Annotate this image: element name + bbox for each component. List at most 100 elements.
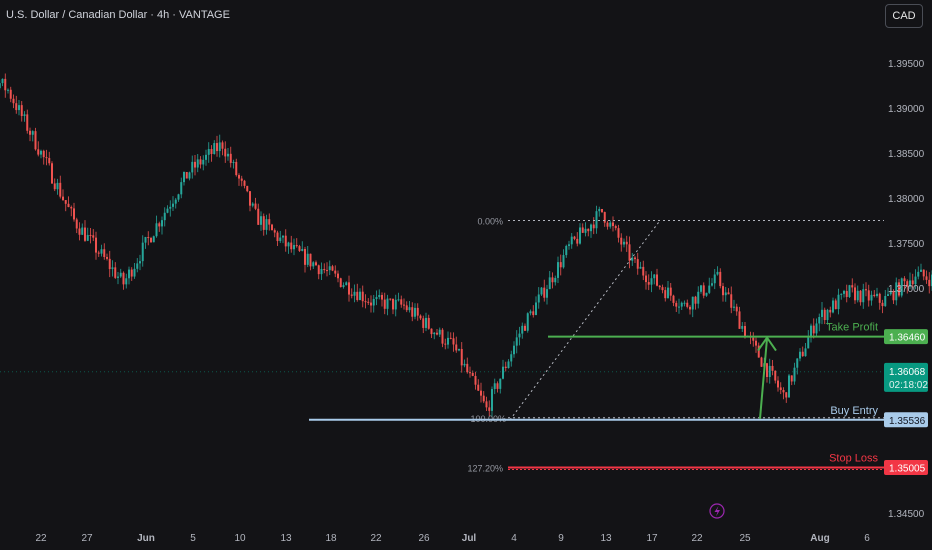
candle bbox=[598, 206, 601, 217]
candle-body bbox=[53, 183, 56, 190]
candle-body bbox=[405, 305, 408, 311]
candle-body bbox=[150, 237, 152, 243]
candle bbox=[229, 146, 232, 168]
candle-body bbox=[768, 365, 771, 377]
candle-body bbox=[645, 275, 647, 283]
candle-body bbox=[757, 345, 760, 358]
candle-body bbox=[235, 161, 238, 176]
candle-body bbox=[906, 281, 909, 287]
candle bbox=[876, 287, 878, 298]
candle-body bbox=[194, 161, 196, 168]
candle bbox=[903, 276, 906, 289]
candle bbox=[650, 271, 653, 293]
candle-body bbox=[455, 344, 458, 351]
candle-body bbox=[697, 291, 700, 304]
candle-body bbox=[430, 328, 433, 335]
candle-body bbox=[147, 237, 150, 239]
take-profit-price-badge[interactable]: 1.36460 bbox=[884, 329, 928, 345]
candle bbox=[777, 376, 779, 392]
candle bbox=[455, 336, 458, 353]
candle bbox=[422, 315, 425, 334]
candle-body bbox=[909, 280, 911, 287]
candle bbox=[224, 141, 227, 163]
fib-level-127-label: 127.20% bbox=[467, 464, 503, 474]
candle-body bbox=[249, 191, 251, 206]
candle-body bbox=[510, 354, 513, 362]
candle-body bbox=[741, 326, 744, 329]
stop-loss-label: Stop Loss bbox=[829, 453, 878, 465]
candle-body bbox=[799, 351, 801, 359]
candle-body bbox=[62, 196, 64, 201]
candle-body bbox=[56, 182, 59, 190]
candle bbox=[188, 171, 191, 181]
lightning-icon[interactable] bbox=[709, 503, 725, 519]
candle bbox=[579, 223, 581, 245]
candle-body bbox=[898, 282, 900, 296]
candle bbox=[265, 214, 268, 235]
candle bbox=[606, 220, 609, 230]
candle bbox=[306, 246, 309, 268]
candle-body bbox=[540, 287, 543, 295]
candle bbox=[169, 200, 172, 217]
candle-body bbox=[260, 216, 262, 225]
candle-body bbox=[829, 309, 832, 313]
candle-body bbox=[392, 298, 394, 310]
candle-body bbox=[911, 280, 914, 285]
candle bbox=[172, 196, 174, 211]
price-axis[interactable]: 1.39500 1.39000 1.38500 1.38000 1.37500 1.370… bbox=[884, 59, 928, 520]
candle bbox=[601, 208, 603, 214]
candle bbox=[843, 289, 845, 298]
candle bbox=[675, 300, 678, 313]
candle bbox=[394, 294, 397, 317]
candle bbox=[122, 271, 125, 290]
currency-button[interactable]: CAD bbox=[885, 4, 923, 28]
candle bbox=[774, 370, 777, 384]
candle bbox=[609, 220, 612, 229]
candle bbox=[425, 312, 427, 332]
candle bbox=[631, 252, 634, 266]
candle-body bbox=[48, 158, 51, 164]
candle bbox=[499, 378, 502, 394]
candle bbox=[147, 231, 150, 246]
current-price-badge[interactable]: 1.36068 02:18:02 bbox=[884, 362, 928, 392]
candle bbox=[573, 235, 576, 241]
buy-entry-price-badge[interactable]: 1.35536 bbox=[884, 412, 928, 428]
stop-loss-price-badge[interactable]: 1.35005 bbox=[884, 460, 928, 476]
candle-body bbox=[4, 78, 7, 91]
candle-body bbox=[535, 302, 537, 316]
candle bbox=[364, 294, 367, 309]
candle-body bbox=[818, 316, 821, 324]
candle-body bbox=[342, 285, 345, 287]
candle bbox=[686, 299, 689, 309]
candle bbox=[356, 283, 359, 302]
time-axis[interactable]: 22 27 Jun 5 10 13 18 22 26 Jul 4 9 13 17 22 25 Aug 6 bbox=[35, 533, 870, 544]
fib-trend-line bbox=[509, 220, 661, 421]
candle bbox=[29, 127, 31, 142]
candle-body bbox=[433, 332, 436, 335]
candle-body bbox=[537, 294, 540, 303]
candle-body bbox=[436, 332, 438, 335]
candle bbox=[304, 246, 306, 273]
candle bbox=[460, 342, 463, 373]
candle bbox=[279, 230, 282, 243]
candle bbox=[353, 284, 356, 303]
candle bbox=[458, 348, 460, 352]
candlestick-series bbox=[0, 73, 932, 417]
candle bbox=[625, 235, 628, 252]
candle bbox=[562, 249, 565, 269]
candle bbox=[793, 362, 796, 385]
candle-body bbox=[914, 276, 917, 285]
candle-body bbox=[103, 249, 106, 258]
candle bbox=[529, 309, 532, 316]
candle bbox=[7, 88, 9, 94]
candle-body bbox=[169, 206, 172, 209]
candle-body bbox=[375, 297, 378, 299]
candle bbox=[334, 265, 337, 278]
candle bbox=[323, 263, 326, 274]
candle bbox=[925, 270, 928, 284]
candle-body bbox=[45, 157, 48, 159]
candle-body bbox=[603, 212, 606, 223]
arrow-head bbox=[757, 335, 777, 352]
candle bbox=[551, 272, 554, 289]
